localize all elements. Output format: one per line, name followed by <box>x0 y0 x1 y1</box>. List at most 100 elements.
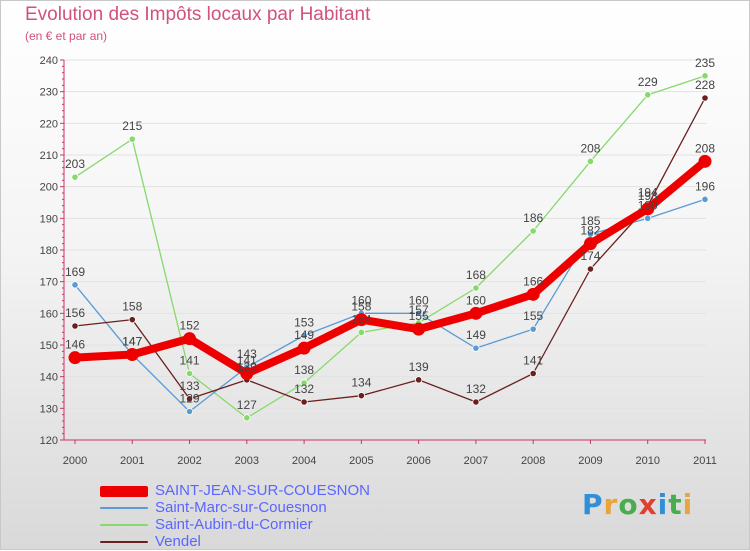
y-tick-label-170: 170 <box>40 277 58 289</box>
y-tick-label-140: 140 <box>40 372 58 384</box>
data-point-s0-4 <box>297 341 311 355</box>
data-label-s1-5: 160 <box>351 293 371 307</box>
y-tick-label-240: 240 <box>40 55 58 67</box>
x-tick-label-2006: 2006 <box>406 455 430 467</box>
data-label-s0-6: 155 <box>409 309 429 323</box>
legend-label-saint-aubin: Saint-Aubin-du-Cormier <box>155 516 313 533</box>
legend-label-saint-jean: SAINT-JEAN-SUR-COUESNON <box>155 482 371 499</box>
y-tick-label-150: 150 <box>40 340 58 352</box>
data-point-s2-0 <box>71 173 79 181</box>
legend-label-saint-marc: Saint-Marc-sur-Couesnon <box>155 499 327 516</box>
data-point-s3-5 <box>357 392 365 400</box>
data-label-s3-6: 139 <box>409 360 429 374</box>
data-point-s2-5 <box>357 328 365 336</box>
data-label-s2-11: 235 <box>695 56 715 70</box>
data-label-s1-9: 185 <box>580 214 600 228</box>
data-label-s2-10: 229 <box>638 75 658 89</box>
y-tick-label-200: 200 <box>40 182 58 194</box>
data-label-s1-8: 155 <box>523 309 543 323</box>
data-point-s1-10 <box>644 214 652 222</box>
proxiti-logo: Proxiti <box>582 488 694 521</box>
data-label-s0-10: 193 <box>638 189 658 203</box>
x-tick-label-2007: 2007 <box>464 455 488 467</box>
series-line-0 <box>71 157 709 378</box>
data-point-s3-9 <box>586 265 595 273</box>
x-tick-label-2008: 2008 <box>521 455 545 467</box>
legend-swatch-saint-marc <box>100 507 148 509</box>
data-label-s1-3: 143 <box>237 347 257 361</box>
data-point-s0-0 <box>68 351 82 365</box>
data-point-s3-1 <box>128 316 136 324</box>
data-point-s2-1 <box>128 135 136 143</box>
x-tick-label-2000: 2000 <box>63 455 87 467</box>
data-label-s3-0: 156 <box>65 306 85 320</box>
data-point-s0-5 <box>354 313 368 327</box>
data-point-s1-2 <box>185 407 194 416</box>
legend-label-vendel: Vendel <box>155 533 201 550</box>
data-label-s0-2: 152 <box>180 319 200 333</box>
data-label-s0-1: 147 <box>122 335 142 349</box>
chart-subtitle: (en € et par an) <box>25 29 108 43</box>
y-tick-label-160: 160 <box>40 308 58 320</box>
data-label-s1-6: 160 <box>409 293 429 307</box>
data-point-s1-7 <box>472 344 480 352</box>
x-tick-label-2005: 2005 <box>349 455 373 467</box>
data-label-s3-11: 228 <box>695 78 715 92</box>
data-label-s0-0: 146 <box>65 338 85 352</box>
data-label-s0-11: 208 <box>695 141 715 155</box>
y-tick-label-120: 120 <box>40 435 58 447</box>
data-point-s0-9 <box>583 237 597 251</box>
data-label-s2-3: 127 <box>237 398 257 412</box>
data-point-s0-6 <box>412 322 426 336</box>
y-tick-label-220: 220 <box>40 118 58 130</box>
data-label-s2-7: 168 <box>466 268 486 282</box>
x-tick-label-2004: 2004 <box>292 455 316 467</box>
data-point-s0-3 <box>240 367 254 380</box>
data-point-s3-7 <box>472 398 480 406</box>
data-label-s0-8: 166 <box>523 274 543 288</box>
data-point-s2-4 <box>300 379 308 387</box>
data-point-s3-8 <box>529 369 537 378</box>
data-label-s1-4: 153 <box>294 316 314 330</box>
data-point-s2-8 <box>529 227 537 235</box>
chart-title: Evolution des Impôts locaux par Habitant <box>25 4 371 25</box>
data-label-s1-7: 149 <box>466 328 486 342</box>
data-label-s0-3: 141 <box>237 354 257 368</box>
data-label-s3-2: 133 <box>180 379 200 393</box>
data-label-s2-5: 154 <box>351 312 371 326</box>
data-label-s2-2: 141 <box>180 354 200 368</box>
legend-swatch-saint-aubin <box>100 524 148 526</box>
data-label-s0-5: 158 <box>351 300 371 314</box>
data-point-s1-4 <box>300 331 308 340</box>
data-label-s2-6: 157 <box>409 303 429 317</box>
data-point-s3-0 <box>71 322 79 330</box>
data-label-s1-2: 129 <box>180 392 200 406</box>
data-label-s3-10: 194 <box>638 186 658 200</box>
data-point-s0-7 <box>469 306 483 320</box>
data-point-s0-2 <box>183 332 197 346</box>
data-point-s3-4 <box>300 398 308 406</box>
x-tick-label-2011: 2011 <box>693 455 717 467</box>
legend-swatch-vendel <box>100 541 148 543</box>
data-point-s0-10 <box>641 202 655 216</box>
data-label-s0-4: 149 <box>294 328 314 342</box>
data-point-s1-0 <box>71 281 79 289</box>
series-line-1 <box>74 198 706 413</box>
data-point-s1-6 <box>415 309 423 317</box>
data-label-s3-9: 174 <box>580 249 600 263</box>
x-tick-label-2003: 2003 <box>235 455 259 467</box>
data-label-s3-1: 158 <box>122 300 142 314</box>
data-label-s0-9: 182 <box>580 224 600 238</box>
data-point-s1-11 <box>701 195 709 203</box>
data-label-s3-5: 134 <box>351 376 371 390</box>
series-line-3 <box>74 97 706 403</box>
data-point-s2-10 <box>644 91 652 99</box>
data-label-s3-7: 132 <box>466 382 486 396</box>
data-point-s2-2 <box>185 369 194 378</box>
data-label-s1-11: 196 <box>695 179 715 193</box>
x-tick-label-2001: 2001 <box>120 455 144 467</box>
data-label-s2-0: 203 <box>65 157 85 171</box>
data-label-s2-9: 208 <box>580 141 600 155</box>
y-tick-label-130: 130 <box>40 403 58 415</box>
